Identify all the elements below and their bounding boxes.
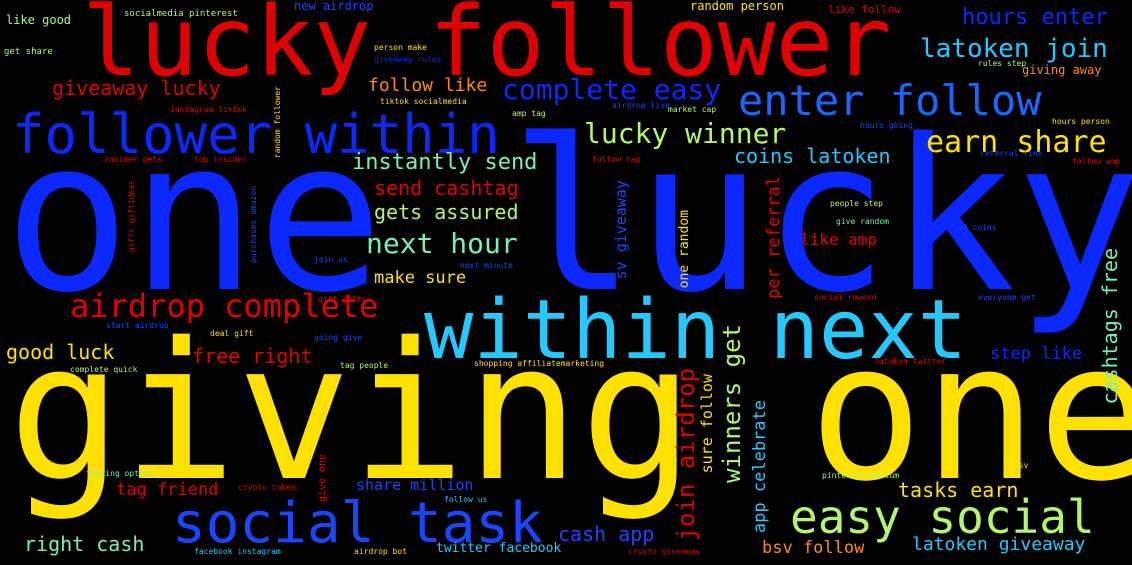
word-new-airdrop: new airdrop [294,0,374,13]
word-like-amp: like amp [800,230,878,249]
word-easy-social: easy social [790,490,1095,544]
word-people-step: people step [830,199,883,208]
word-gets-assured: gets assured [374,200,519,224]
word-giving-away: giving away [1022,63,1102,77]
word-like-good: like good [6,13,72,27]
word-make-sure: make sure [374,268,467,288]
word-giveaway-lucky: giveaway lucky [52,76,221,100]
word-socialmedia-pinterest: socialmedia pinterest [124,9,238,19]
word-lucky-follower: lucky follower [82,0,892,98]
word-cash-app: cash app [558,522,655,546]
word-airdrop-complete: airdrop complete [70,287,379,325]
word-cashtags-free: cashtags free [1098,248,1122,405]
word-social-task: social task [172,491,543,556]
word-within-next: within next [424,283,968,378]
word-gifts-giftideas: gifts giftideas [127,180,136,253]
word-going-give: going give [314,333,363,342]
word-hours-going: hours going [860,121,913,130]
word-start-airdrop: start airdrop [106,321,169,330]
word-follow-amp: follow amp [1072,157,1121,166]
word-follow-us: follow us [444,495,488,504]
word-follow-tag: follow tag [592,155,641,164]
word-tag-people: tag people [340,361,389,370]
word-like-follow: like follow [828,3,901,16]
word-join-airdrop: join airdrop [672,368,700,542]
word-amp-tag: amp tag [512,109,546,118]
word-good-luck: good luck [6,340,115,364]
word-market-cap: market cap [668,105,717,114]
word-send-cashtag: send cashtag [374,176,519,200]
word-next-hour: next hour [366,227,518,260]
word-earn-share: earn share [926,125,1107,160]
word-latoken-twitter: latoken twitter [874,357,947,366]
word-referral-link: referral link [980,149,1043,158]
word-giveaway-rules: giveaway rules [374,55,442,64]
word-follow-like: follow like [368,75,488,96]
word-one-random: one random [677,210,692,289]
word-airdrop-live: airdrop live [612,101,670,110]
word-app-celebrate: app celebrate [750,400,770,534]
word-instagram-tiktok: instagram tiktok [170,105,248,114]
word-sv-giveaway: sv giveaway [612,180,630,280]
word-twitter-facebook: twitter facebook [436,541,562,556]
word-hours-person: hours person [1052,117,1110,126]
word-social-reward: social reward [814,293,877,302]
word-winners-get: winners get [718,324,746,483]
word-airdrop-bot: airdrop bot [354,547,407,556]
word-tasks-earn: tasks earn [898,478,1019,502]
word-follower-within: follower within [12,103,500,166]
word-step-like: step like [990,344,1083,364]
word-crypto-token: crypto token [238,483,296,492]
word-get-share: get share [4,47,53,57]
word-deal-gift: deal gift [210,329,254,338]
word-coins-latoken: coins latoken [734,144,891,168]
word-give-random: give random [836,217,889,226]
word-gift-gifts: gift gifts [318,295,367,304]
word-random-follower: random follower [273,86,282,159]
word-tiktok-socialmedia: tiktok socialmedia [380,97,467,106]
word-complete-quick: complete quick [70,365,138,374]
word-instantly-send: instantly send [352,150,538,175]
word-shopping-affiliatemarketing: shopping affiliatemarketing [474,359,605,368]
word-trading-option: trading option [86,469,154,478]
word-enter-follow: enter follow [738,76,1042,125]
word-right-cash: right cash [24,532,145,556]
word-latoken-giveaway: latoken giveaway [912,534,1086,555]
word-join-us: join us [314,255,348,264]
word-share-million: share million [356,476,474,494]
word-sure-follow: sure follow [698,374,716,474]
word-give-one: give one [317,454,328,503]
word-random-person: random person [690,0,784,13]
word-insider-gets: insider gets [104,155,162,164]
word-hours-enter: hours enter [962,5,1108,30]
word-crypto-giveaway: crypto giveaway [628,547,701,556]
word-facebook-instagram: facebook instagram [194,547,281,556]
word-bsv-follow: bsv follow [762,538,865,558]
word-pinterest-medium: pinterest medium [822,471,900,480]
word-lucky-winner: lucky winner [584,117,787,150]
word-giving-one: giving one [8,302,1132,523]
word-tag-friend: tag friend [116,480,219,500]
word-per-referral: per referral [764,176,784,299]
word-next-minute: next minute [460,261,513,270]
word-one-lucky: one lucky [4,94,1132,339]
word-v2-coins: v2 coins [958,223,997,232]
word-top-insider: top insider [194,155,247,164]
word-everyone-get: everyone get [978,293,1036,302]
word-purchases-amazon: purchases amazon [249,186,258,264]
word-complete-easy: complete easy [502,73,722,106]
word-latoken-join: latoken join [920,34,1108,64]
word-rules-step: rules step [978,59,1027,68]
word-free-right: free right [192,344,313,368]
word-bsv: bsv [1014,461,1029,470]
word-person-make: person make [374,43,427,52]
